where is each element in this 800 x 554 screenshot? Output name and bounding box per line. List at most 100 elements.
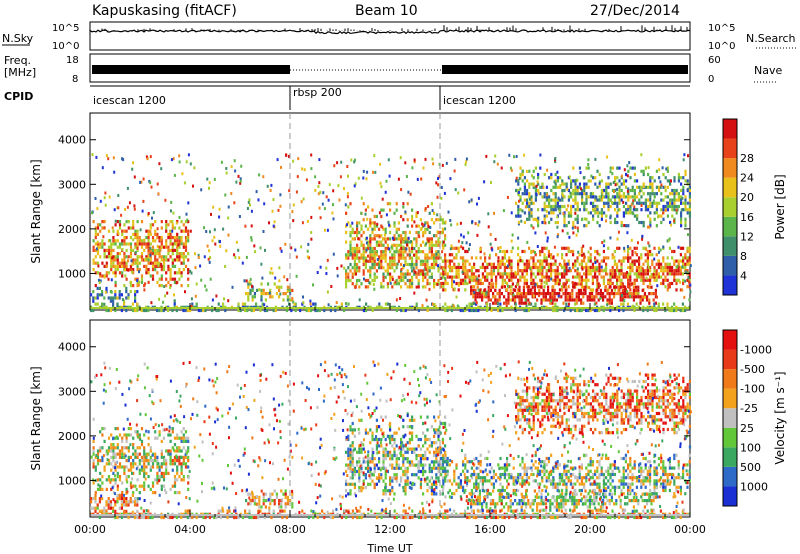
echo-cell bbox=[638, 265, 641, 270]
echo-cell bbox=[393, 282, 396, 286]
echo-cell bbox=[636, 195, 639, 199]
echo-cell bbox=[162, 300, 165, 304]
echo-cell bbox=[250, 236, 253, 240]
echo-cell bbox=[605, 182, 608, 186]
echo-cell bbox=[136, 290, 139, 294]
echo-cell bbox=[353, 469, 356, 474]
echo-cell bbox=[105, 271, 108, 275]
echo-cell bbox=[555, 292, 558, 296]
echo-cell bbox=[349, 428, 352, 432]
echo-cell bbox=[476, 295, 479, 299]
colorbar-segment bbox=[723, 138, 737, 159]
echo-cell bbox=[389, 437, 392, 442]
echo-cell bbox=[353, 246, 356, 251]
echo-cell bbox=[378, 255, 381, 259]
echo-cell bbox=[521, 272, 524, 276]
echo-cell bbox=[671, 201, 674, 205]
echo-cell bbox=[606, 298, 609, 302]
echo-cell bbox=[134, 251, 137, 255]
nsky-strip: N.Sky 10^5 10^0 10^5 10^0 N.Search bbox=[2, 21, 796, 52]
echo-cell bbox=[378, 450, 381, 454]
echo-cell bbox=[117, 232, 120, 236]
echo-cell bbox=[638, 269, 641, 273]
echo-cell bbox=[347, 463, 350, 467]
echo-cell bbox=[424, 207, 427, 210]
echo-cell bbox=[173, 443, 177, 447]
echo-cell bbox=[283, 275, 286, 279]
echo-cell bbox=[616, 204, 619, 209]
echo-cell bbox=[430, 460, 433, 464]
echo-cell bbox=[176, 478, 179, 482]
echo-cell bbox=[402, 453, 405, 458]
echo-cell bbox=[154, 455, 157, 459]
echo-cell bbox=[563, 224, 566, 228]
echo-cell bbox=[245, 499, 248, 503]
echo-cell bbox=[492, 272, 495, 276]
echo-cell bbox=[539, 262, 542, 266]
echo-cell bbox=[666, 288, 669, 292]
echo-cell bbox=[622, 182, 625, 186]
echo-cell bbox=[525, 259, 528, 263]
echo-cell bbox=[609, 272, 612, 276]
echo-cell bbox=[484, 259, 487, 263]
echo-cell bbox=[477, 223, 480, 227]
echo-cell bbox=[576, 308, 579, 313]
echo-cell bbox=[448, 259, 451, 263]
echo-cell bbox=[479, 278, 482, 282]
echo-cell bbox=[428, 479, 431, 483]
echo-cell bbox=[117, 206, 120, 210]
echo-cell bbox=[169, 242, 172, 246]
echo-cell bbox=[301, 167, 304, 171]
echo-cell bbox=[581, 188, 584, 193]
echo-cell bbox=[627, 187, 630, 191]
echo-cell bbox=[309, 299, 312, 303]
echo-cell bbox=[353, 160, 356, 164]
echo-cell bbox=[158, 236, 161, 240]
echo-cell bbox=[382, 208, 385, 212]
echo-cell bbox=[347, 450, 350, 454]
echo-cell bbox=[271, 499, 274, 503]
echo-cell bbox=[591, 295, 594, 299]
echo-cell bbox=[435, 473, 438, 477]
echo-cell bbox=[402, 266, 405, 270]
echo-cell bbox=[454, 188, 457, 192]
echo-cell bbox=[525, 262, 528, 266]
echo-cell bbox=[616, 166, 619, 170]
echo-cell bbox=[614, 208, 617, 212]
echo-cell bbox=[178, 255, 181, 259]
echo-cell bbox=[138, 239, 141, 243]
echo-cell bbox=[538, 288, 541, 292]
echo-cell bbox=[657, 302, 660, 306]
echo-cell bbox=[444, 243, 447, 247]
echo-cell bbox=[151, 277, 155, 281]
echo-cell bbox=[182, 252, 185, 256]
echo-cell bbox=[362, 473, 365, 477]
echo-cell bbox=[531, 292, 534, 296]
echo-cell bbox=[351, 463, 354, 467]
echo-cell bbox=[511, 233, 514, 237]
echo-cell bbox=[464, 163, 467, 167]
echo-cell bbox=[422, 421, 425, 426]
echo-cell bbox=[247, 492, 250, 496]
echo-cell bbox=[127, 433, 130, 437]
echo-cell bbox=[273, 489, 276, 493]
echo-cell bbox=[417, 282, 420, 286]
echo-cell bbox=[123, 465, 126, 469]
echo-cell bbox=[178, 252, 181, 256]
echo-cell bbox=[466, 275, 469, 279]
echo-cell bbox=[642, 192, 645, 196]
echo-cell bbox=[523, 153, 526, 157]
echo-cell bbox=[391, 476, 394, 480]
echo-cell bbox=[531, 174, 534, 178]
echo-cell bbox=[552, 208, 555, 212]
echo-cell bbox=[125, 509, 128, 513]
echo-cell bbox=[539, 269, 542, 273]
echo-cell bbox=[165, 284, 168, 288]
echo-cell bbox=[487, 225, 490, 229]
echo-cell bbox=[114, 274, 117, 278]
echo-cell bbox=[655, 211, 658, 215]
echo-cell bbox=[187, 236, 190, 240]
echo-cell bbox=[433, 434, 436, 438]
echo-cell bbox=[424, 259, 427, 263]
echo-cell bbox=[227, 233, 230, 237]
